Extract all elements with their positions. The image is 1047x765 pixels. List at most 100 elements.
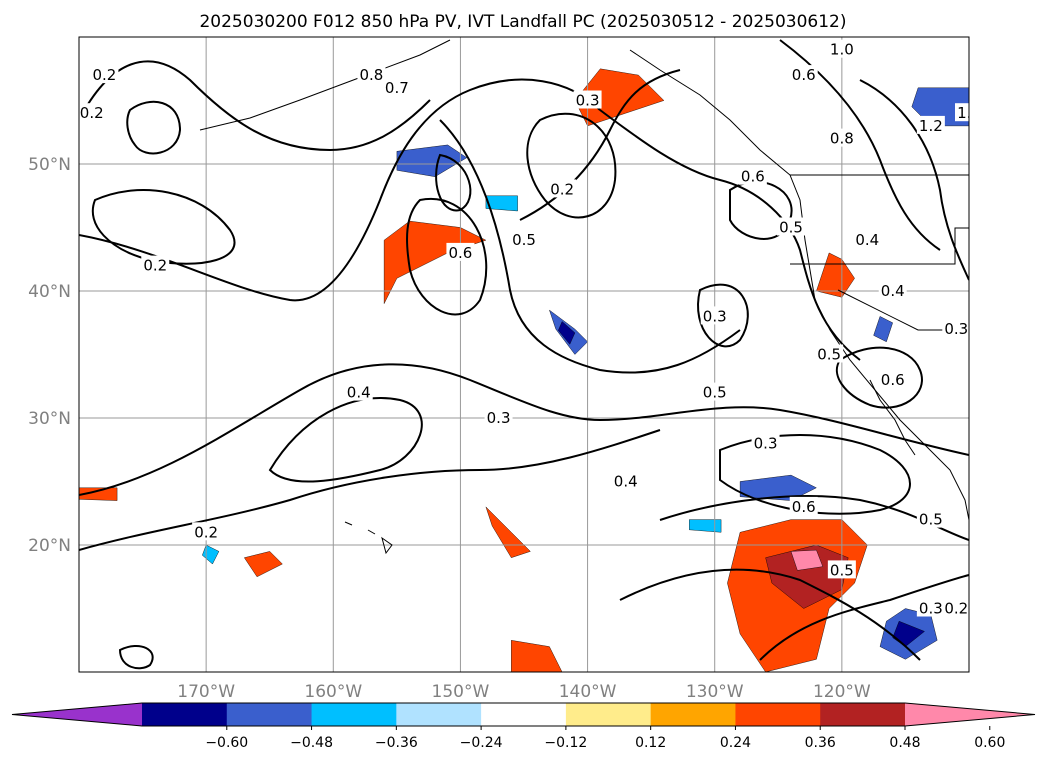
lat-tick-label: 30°N (28, 409, 71, 429)
contour-label-bg (916, 598, 945, 617)
pv-region (689, 519, 722, 533)
contour-label: 0.5 (703, 384, 727, 402)
colorbar-tick-label: −0.24 (460, 735, 503, 751)
contour-line (835, 346, 923, 409)
colorbar-tick-label: −0.36 (375, 735, 418, 751)
contour-label-bg (79, 103, 106, 122)
contour-label-bg (827, 560, 856, 579)
contour-label-bg (90, 65, 119, 84)
colorbar-tick-label: 0.60 (974, 735, 1005, 751)
contour-label: 0.4 (855, 231, 879, 249)
contour-label: 1.4 (957, 104, 981, 122)
contour-line (79, 429, 661, 551)
colorbar-segments (11, 702, 1036, 727)
contour-line (268, 397, 423, 483)
contour-line (526, 112, 617, 219)
contour-line (435, 153, 472, 212)
pv-region (873, 316, 893, 343)
pv-region (511, 640, 563, 672)
contour-label-bg (942, 598, 969, 617)
contour-label: 0.5 (817, 346, 841, 364)
colorbar-segment (481, 703, 567, 726)
colorbar-segment (311, 703, 397, 726)
contour-label-bg (853, 230, 882, 249)
contour-label-bg (827, 39, 856, 58)
contour-label: 0.8 (830, 130, 854, 148)
contour-label: 0.6 (448, 244, 472, 262)
lon-tick-label: 160°W (304, 682, 362, 702)
contour-label-bg (827, 128, 856, 147)
lat-tick-label: 50°N (28, 155, 71, 175)
contour-label-bg (141, 255, 170, 274)
contour-label-bg (700, 306, 729, 325)
contour-line (859, 79, 969, 281)
contour-label-bg (192, 522, 221, 541)
pv-region (243, 551, 283, 578)
contour-label: 0.5 (919, 511, 943, 529)
contour-label: 0.2 (80, 104, 104, 122)
contour-label: 0.6 (741, 168, 765, 186)
contour-line (759, 574, 969, 661)
colorbar-segment (142, 703, 228, 726)
colorbar-tick-labels: −0.60 −0.48 −0.36 −0.24 −0.12 0.12 0.24 0.36 0.4… (205, 726, 1005, 751)
contour-line (118, 645, 154, 670)
colorbar-extend-min (12, 703, 142, 726)
lon-tick-label: 130°W (686, 682, 744, 702)
gridlines (79, 37, 969, 672)
contour-label-bg (751, 433, 780, 452)
alaska-coastline (199, 39, 451, 131)
lon-tick-label: 150°W (432, 682, 490, 702)
latitude-tick-labels: 20°N 30°N 40°N 50°N (28, 155, 71, 556)
contour-label-bg (382, 77, 411, 96)
contour-label-bg (955, 103, 969, 122)
colorbar: −0.60 −0.48 −0.36 −0.24 −0.12 0.12 0.24 0.36 0.4… (11, 702, 1036, 751)
contour-line (599, 109, 861, 361)
colorbar-tick-label: 0.36 (805, 735, 836, 751)
colorbar-segment (226, 703, 313, 726)
contour-label: 0.3 (754, 434, 778, 452)
colorbar-tick-label: −0.48 (290, 735, 333, 751)
contour-line (619, 568, 921, 661)
contour-label-bg (789, 65, 818, 84)
contour-label-bg (573, 90, 602, 109)
contour-label: 1.2 (919, 117, 943, 135)
contour-label-bg (510, 230, 538, 249)
contour-label: 0.2 (92, 66, 116, 84)
colorbar-segment (396, 703, 482, 726)
figure-title: 2025030200 F012 850 hPa PV, IVT Landfall… (199, 12, 846, 32)
contour-label: 0.6 (792, 498, 816, 516)
lon-tick-label: 120°W (813, 682, 871, 702)
contour-label: 0.2 (143, 257, 167, 275)
colorbar-segment (735, 703, 821, 726)
contour-label-bg (738, 166, 767, 185)
contour-label: 0.5 (830, 561, 854, 579)
contour-label-bg (344, 382, 373, 401)
pv-region (79, 487, 118, 501)
colorbar-tick-label: 0.48 (889, 735, 920, 751)
contour-label-bg (789, 496, 818, 515)
contour-line (79, 78, 601, 302)
contour-line (406, 197, 488, 316)
contour-label: 1.0 (830, 41, 854, 59)
pv-region (485, 195, 518, 212)
contour-label: 0.5 (779, 219, 803, 237)
contour-line (91, 189, 236, 265)
contour-label-bg (942, 319, 969, 338)
map-frame (78, 36, 970, 673)
contour-label: 0.4 (614, 473, 638, 491)
contour-label: 0.3 (944, 320, 968, 338)
contour-label: 0.5 (512, 231, 536, 249)
contour-label-bg (815, 344, 844, 363)
colorbar-tick-label: −0.12 (544, 735, 587, 751)
contour-line (79, 60, 431, 152)
lat-tick-label: 40°N (28, 282, 71, 302)
north-america-coastline (629, 49, 969, 521)
lon-tick-label: 170°W (177, 682, 235, 702)
colorbar-tick-label: 0.12 (635, 735, 666, 751)
colorbar-outline (11, 702, 1036, 727)
contour-line (439, 119, 741, 374)
contour-label: 0.6 (792, 66, 816, 84)
contour-line (519, 69, 681, 221)
contour-label-bg (611, 471, 640, 490)
